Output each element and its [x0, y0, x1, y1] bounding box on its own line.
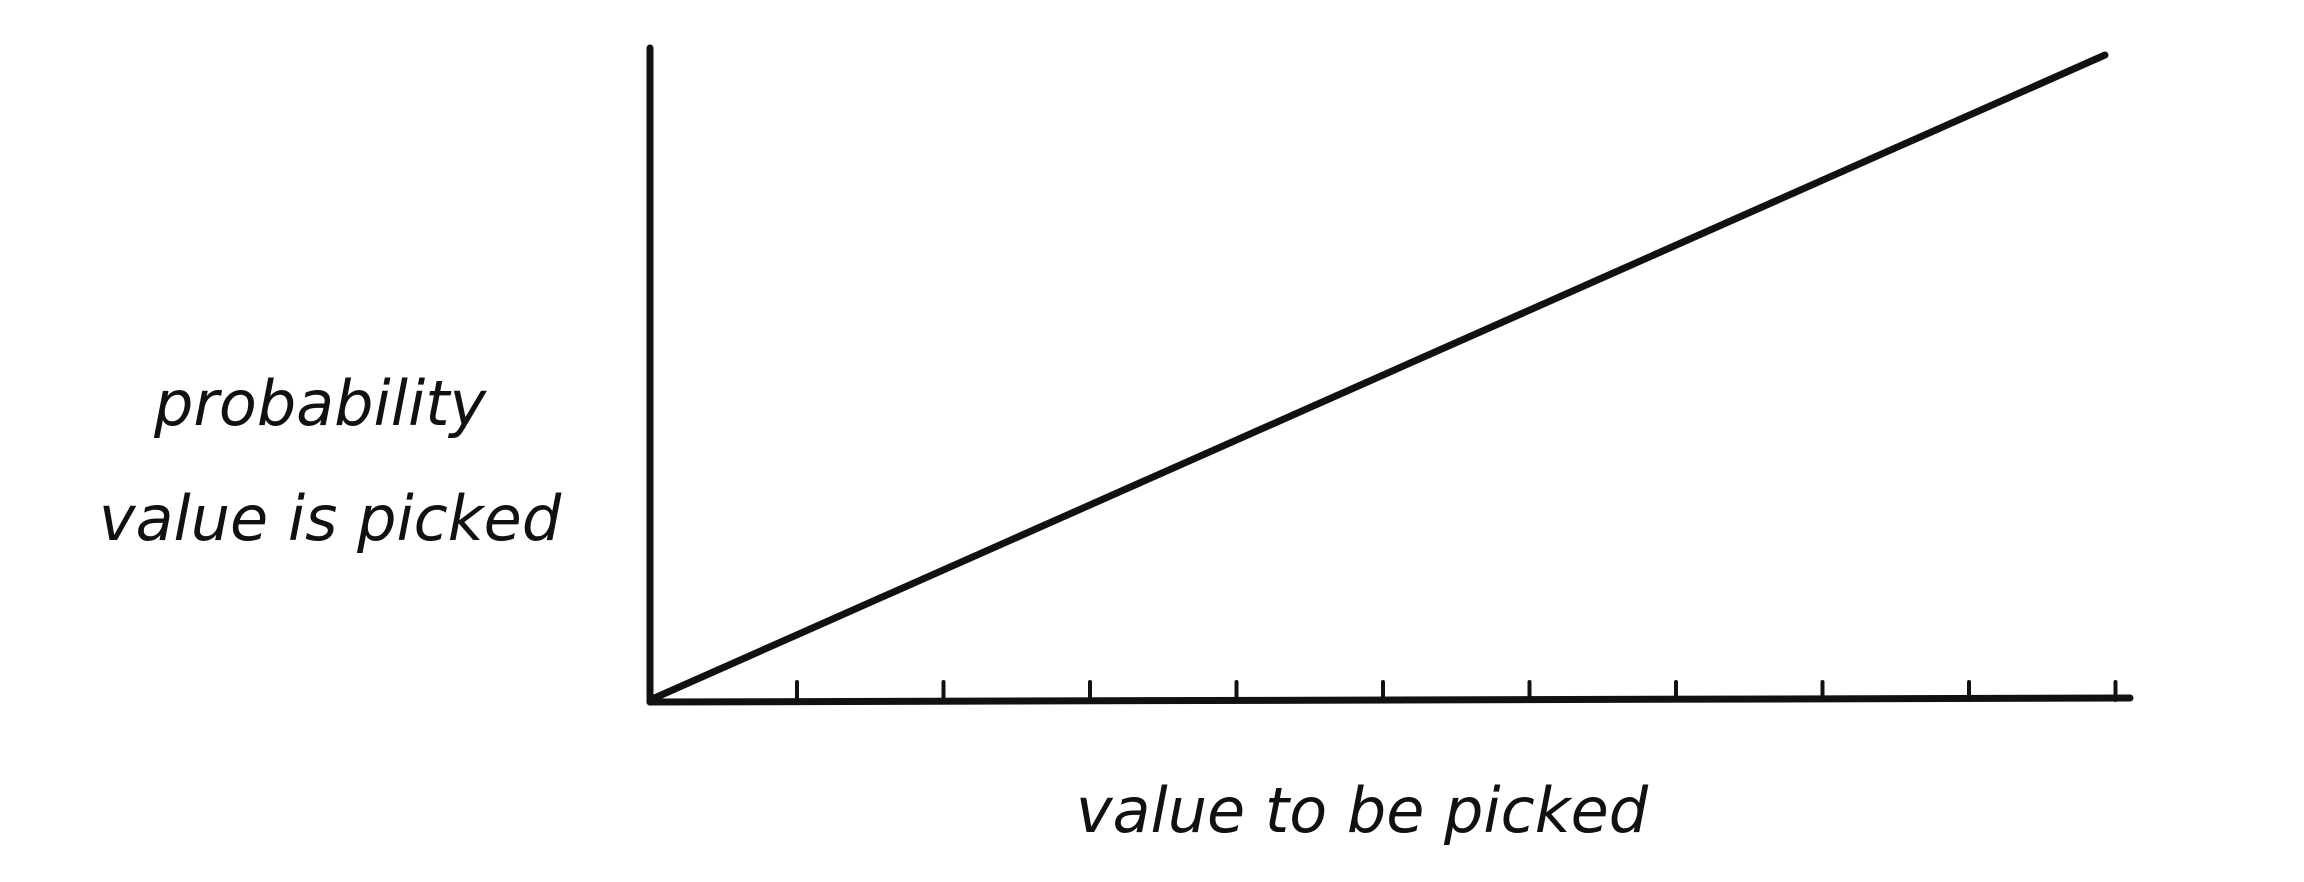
series-line — [646, 51, 2109, 704]
x-axis-line — [646, 694, 2134, 706]
plot-area — [646, 44, 2134, 706]
x-axis-ticks — [795, 680, 2118, 702]
y-axis-label: probability value is picked — [99, 367, 562, 555]
x-axis-label: value to be picked — [1076, 774, 1649, 847]
y-axis-label-line-2: value is picked — [99, 482, 562, 555]
y-axis-label-line-1: probability — [153, 367, 487, 440]
series-layer — [646, 51, 2109, 704]
